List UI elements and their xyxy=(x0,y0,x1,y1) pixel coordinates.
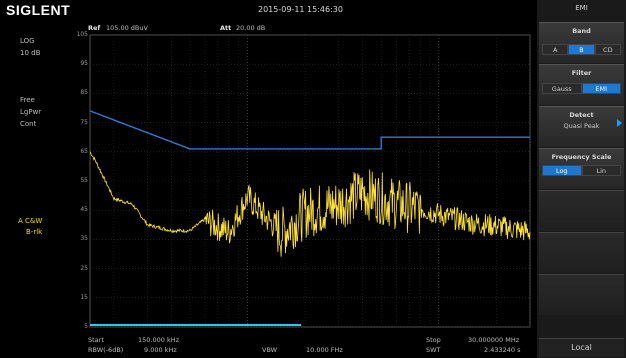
scale-type: LOG xyxy=(20,37,35,45)
filter-option-emi[interactable]: EMI xyxy=(581,83,621,94)
local-button[interactable]: Local xyxy=(539,338,624,357)
band-label: Band xyxy=(572,27,591,35)
att-label: Att xyxy=(220,24,232,32)
empty-softkey-2[interactable] xyxy=(539,232,624,273)
y-tick-label: 65 xyxy=(80,147,88,155)
siglent-logo: SIGLENT xyxy=(6,2,71,18)
submenu-arrow-icon xyxy=(617,119,622,127)
empty-softkey-1[interactable] xyxy=(539,190,624,231)
rbw-value[interactable]: 9.000 kHz xyxy=(144,346,177,354)
measurement-footer: Start 150.000 kHz RBW(-6dB) 9.000 kHz VB… xyxy=(74,334,534,358)
band-softkey[interactable]: Band A B CD xyxy=(539,22,624,63)
title-bar: SIGLENT 2015-09-11 15:46:30 xyxy=(0,0,536,21)
softkey-menu: EMI Band A B CD Filter Gauss EMI Detect … xyxy=(537,0,626,358)
avg-type: LgPwr xyxy=(20,108,42,116)
y-tick-label: 95 xyxy=(80,60,88,68)
vbw-value[interactable]: 10.000 FHz xyxy=(306,346,343,354)
frequency-scale-label: Frequency Scale xyxy=(551,153,612,161)
stop-value[interactable]: 30.000000 MHz xyxy=(468,336,520,344)
y-tick-label: 85 xyxy=(80,89,88,97)
y-tick-label: 5 xyxy=(84,323,88,330)
filter-softkey[interactable]: Filter Gauss EMI xyxy=(539,64,624,105)
frequency-scale-softkey[interactable]: Frequency Scale Log Lin xyxy=(539,148,624,189)
stop-label: Stop xyxy=(426,336,441,344)
trace-line xyxy=(89,151,531,257)
detect-label: Detect xyxy=(569,111,594,119)
start-label: Start xyxy=(88,336,104,344)
spectrum-plot[interactable]: Ref 105.00 dBuV Att 20.00 dB 105 95 85 75 65… xyxy=(74,21,534,334)
empty-softkey-3[interactable] xyxy=(539,274,624,315)
scale-div: 10 dB xyxy=(20,49,41,57)
datetime-display: 2015-09-11 15:46:30 xyxy=(258,5,343,14)
frequency-scale-option-log[interactable]: Log xyxy=(542,165,582,176)
y-tick-label: 105 xyxy=(76,31,88,38)
limit-line xyxy=(89,110,530,150)
y-tick-label: 35 xyxy=(80,235,88,243)
status-panel: LOG 10 dB Free LgPwr Cont A C&W B-rlk xyxy=(0,21,72,334)
trigger-mode: Cont xyxy=(20,120,37,128)
y-tick-label: 75 xyxy=(80,118,88,126)
y-tick-label: 45 xyxy=(80,206,88,214)
y-tick-label: 55 xyxy=(80,177,88,184)
swt-label: SWT xyxy=(426,346,441,354)
band-option-b[interactable]: B xyxy=(568,44,595,55)
start-value[interactable]: 150.000 kHz xyxy=(138,336,180,344)
filter-label: Filter xyxy=(571,69,592,77)
y-tick-label: 25 xyxy=(80,264,88,272)
ref-value: 105.00 dBuV xyxy=(106,24,148,32)
frequency-scale-option-lin[interactable]: Lin xyxy=(581,165,621,176)
detect-value: Quasi Peak xyxy=(563,122,600,130)
trace-label: A C&W xyxy=(18,217,43,225)
swt-value[interactable]: 2.433240 s xyxy=(484,346,521,354)
att-value: 20.00 dB xyxy=(236,24,266,32)
detect-softkey[interactable]: Detect Quasi Peak xyxy=(539,106,624,147)
sweep-mode: Free xyxy=(20,96,35,104)
ref-label: Ref xyxy=(88,24,101,32)
rbw-label: RBW(-6dB) xyxy=(88,346,124,354)
band-option-cd[interactable]: CD xyxy=(594,44,621,55)
spectrum-graph[interactable] xyxy=(74,21,534,334)
filter-option-gauss[interactable]: Gauss xyxy=(542,83,582,94)
y-tick-label: 15 xyxy=(80,293,88,301)
trace-sub-label: B-rlk xyxy=(26,228,43,236)
band-option-a[interactable]: A xyxy=(542,44,569,55)
menu-title: EMI xyxy=(575,4,588,12)
vbw-label: VBW xyxy=(262,346,278,354)
